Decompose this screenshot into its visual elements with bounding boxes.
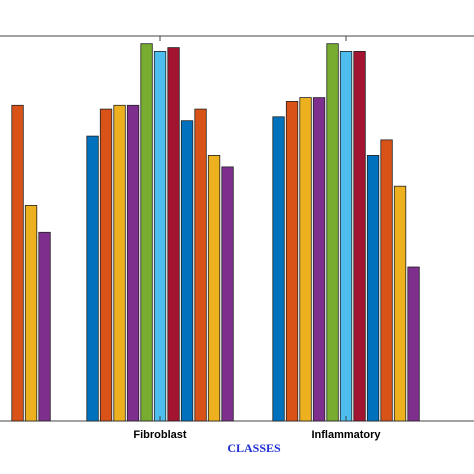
bar [221,166,234,422]
x-ticks-layer [159,36,347,421]
bar [99,108,113,422]
x-axis-title: CLASSES [227,441,281,455]
bar [312,97,326,422]
bar [285,101,299,422]
bar [326,43,339,422]
bar [180,120,194,422]
bar [140,43,153,422]
bar [167,47,180,422]
bar [207,154,221,422]
bar [353,51,366,422]
bar [38,231,51,422]
bar [11,104,24,422]
x-tick-labels: Fibroblast Inflammatory [133,429,381,441]
bar [153,51,167,422]
bar [407,266,420,422]
bars-layer [11,43,420,422]
bar [339,51,353,422]
bar [380,139,393,422]
bar [113,104,126,422]
bar [194,108,207,422]
bar [86,135,99,422]
bar [393,185,407,422]
bar [272,116,285,422]
bar [24,204,38,422]
x-tick-label: Inflammatory [311,429,381,441]
bar [299,97,312,422]
x-tick-label: Fibroblast [133,429,187,441]
bar [366,154,380,422]
bar [126,104,140,422]
